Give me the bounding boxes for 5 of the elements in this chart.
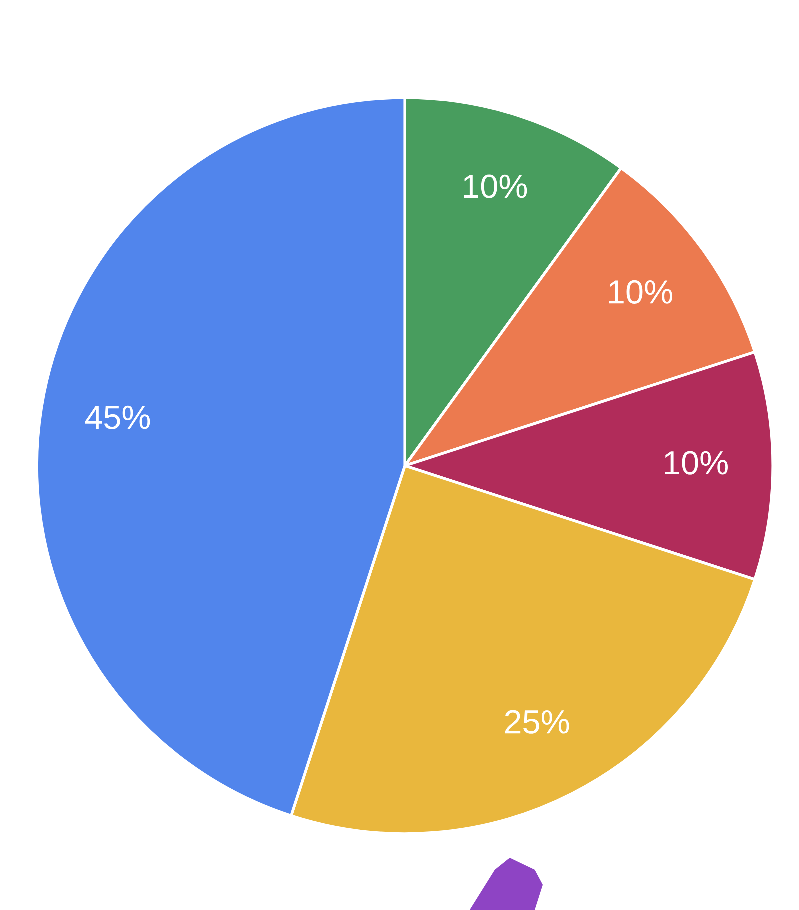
data-label: 10%: [464, 174, 528, 198]
data-label: 45%: [85, 406, 150, 430]
data-label: 10%: [665, 451, 728, 475]
data-label: 25%: [505, 710, 570, 734]
data-label: 10%: [609, 280, 672, 304]
